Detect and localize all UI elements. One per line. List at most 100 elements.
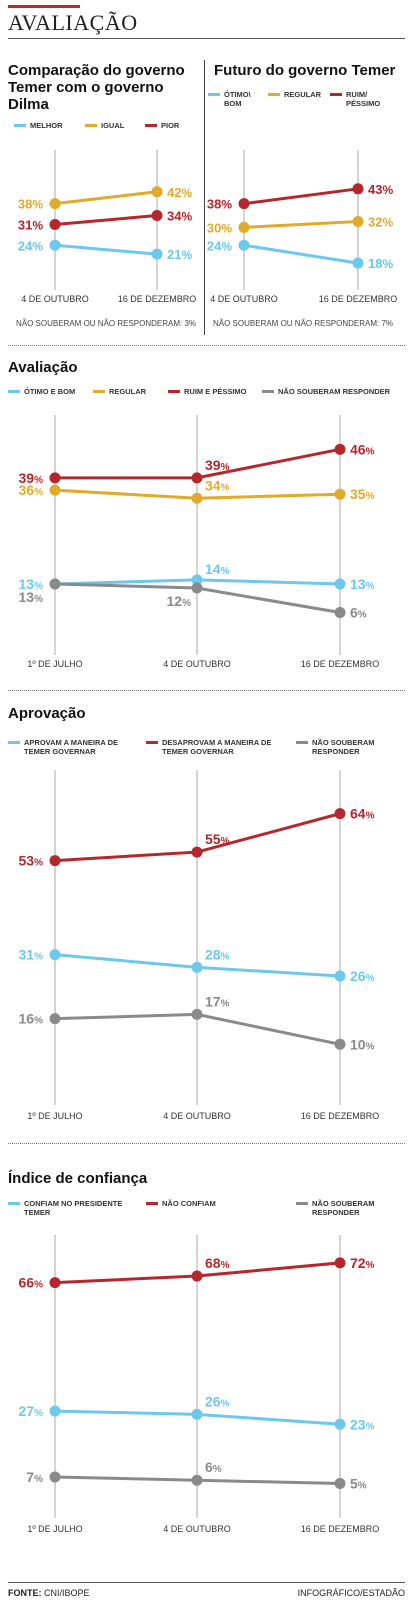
data-point xyxy=(49,198,61,210)
data-label: 26% xyxy=(205,1393,230,1409)
legend-label: PIOR xyxy=(161,121,180,130)
legend-item: RUIM E PÉSSIMO xyxy=(168,387,258,396)
data-point xyxy=(49,1471,61,1483)
note-comparacao: NÃO SOUBERAM OU NÃO RESPONDERAM: 3% xyxy=(16,319,197,328)
legend-item: MELHOR xyxy=(14,121,74,130)
data-label: 32% xyxy=(368,214,393,229)
chart-divider xyxy=(204,60,205,335)
data-label: 38% xyxy=(207,197,232,212)
data-label: 24% xyxy=(207,238,232,253)
data-label: 39% xyxy=(205,457,230,473)
legend-swatch xyxy=(14,124,26,127)
data-label: 53% xyxy=(19,853,44,869)
legend-label: APROVAM A MANEIRA DE TEMER GOVERNAR xyxy=(24,738,119,756)
data-point xyxy=(352,215,364,227)
data-point xyxy=(191,574,203,586)
legend-swatch xyxy=(330,93,342,96)
data-point xyxy=(191,582,203,594)
source-credit: FONTE: CNI/IBOPE xyxy=(8,1588,90,1598)
legend-swatch xyxy=(93,390,105,393)
legend-label: NÃO SOUBERAM RESPONDER xyxy=(278,387,391,396)
legend-swatch xyxy=(145,124,157,127)
data-point xyxy=(191,1008,203,1020)
legend-swatch xyxy=(208,93,220,96)
data-label: 6% xyxy=(205,1459,222,1475)
legend-swatch xyxy=(268,93,280,96)
x-tick-label: 4 DE OUTUBRO xyxy=(163,1111,231,1121)
data-point xyxy=(238,239,250,251)
title-accent-bar xyxy=(8,5,80,8)
data-label: 28% xyxy=(205,946,230,962)
legend-swatch xyxy=(296,1202,308,1205)
legend-swatch xyxy=(8,1202,20,1205)
data-label: 46% xyxy=(350,441,375,457)
data-label: 68% xyxy=(205,1255,230,1271)
data-point xyxy=(334,488,346,500)
title-rule xyxy=(8,38,405,39)
data-label: 10% xyxy=(350,1036,375,1052)
data-point xyxy=(238,221,250,233)
data-label: 31% xyxy=(19,947,44,963)
data-label: 66% xyxy=(19,1275,44,1291)
data-point xyxy=(49,218,61,230)
data-label: 30% xyxy=(207,220,232,235)
legend-swatch xyxy=(8,741,20,744)
data-label: 31% xyxy=(18,217,43,232)
data-point xyxy=(334,970,346,982)
infographic-credit: INFOGRÁFICO/ESTADÃO xyxy=(297,1588,405,1598)
data-label: 64% xyxy=(350,806,375,822)
legend-swatch xyxy=(8,390,20,393)
legend-label: DESAPROVAM A MANEIRA DE TEMER GOVERNAR xyxy=(162,738,272,756)
data-point xyxy=(191,1474,203,1486)
data-label: 18% xyxy=(368,256,393,271)
legend-item: NÃO SOUBERAM RESPONDER xyxy=(262,387,402,396)
legend-swatch xyxy=(146,741,158,744)
data-label: 13% xyxy=(350,576,375,592)
data-label: 13% xyxy=(19,589,44,605)
data-point xyxy=(334,607,346,619)
legend-item: PIOR xyxy=(145,121,195,130)
legend-label: REGULAR xyxy=(284,90,322,99)
x-tick-label: 1º DE JULHO xyxy=(27,659,82,669)
x-tick-label: 4 DE OUTUBRO xyxy=(163,1524,231,1534)
source-label: FONTE: xyxy=(8,1588,42,1598)
data-label: 6% xyxy=(350,605,367,621)
x-tick-label: 16 DE DEZEMBRO xyxy=(301,1111,380,1121)
series-line xyxy=(54,214,158,226)
legend-label: ÓTIMO\ BOM xyxy=(224,90,251,108)
x-tick-label: 16 DE DEZEMBRO xyxy=(319,294,398,304)
series-line xyxy=(243,187,359,206)
legend-swatch xyxy=(168,390,180,393)
legend-item: CONFIAM NO PRESIDENTE TEMER xyxy=(8,1199,128,1217)
source-text: CNI/IBOPE xyxy=(44,1588,90,1598)
x-tick-label: 4 DE OUTUBRO xyxy=(163,659,231,669)
legend-label: IGUAL xyxy=(101,121,125,130)
data-label: 23% xyxy=(350,1416,375,1432)
data-point xyxy=(334,808,346,820)
x-tick-label: 16 DE DEZEMBRO xyxy=(118,294,197,304)
data-label: 16% xyxy=(19,1011,44,1027)
data-point xyxy=(49,855,61,867)
data-label: 17% xyxy=(205,993,230,1009)
legend-label: NÃO SOUBERAM RESPONDER xyxy=(312,1199,375,1217)
series-line xyxy=(243,219,359,229)
footer-rule xyxy=(8,1582,405,1583)
legend-item: IGUAL xyxy=(85,121,135,130)
x-tick-label: 1º DE JULHO xyxy=(27,1524,82,1534)
legend-label: RUIM/ PÉSSIMO xyxy=(346,90,381,108)
data-point xyxy=(334,1257,346,1269)
data-label: 14% xyxy=(205,561,230,577)
legend-item: REGULAR xyxy=(93,387,163,396)
data-point xyxy=(334,578,346,590)
section-divider xyxy=(8,345,405,346)
data-point xyxy=(334,1418,346,1430)
legend-item: ÓTIMO\ BOM xyxy=(208,90,263,108)
data-label: 24% xyxy=(18,238,43,253)
data-label: 26% xyxy=(350,968,375,984)
chart-title-avaliacao: Avaliação xyxy=(8,359,78,376)
series-line xyxy=(54,190,158,206)
